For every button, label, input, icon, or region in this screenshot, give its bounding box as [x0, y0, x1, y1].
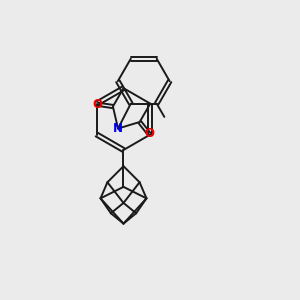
Text: O: O — [144, 128, 154, 140]
Text: N: N — [113, 122, 123, 135]
Text: O: O — [93, 98, 103, 111]
